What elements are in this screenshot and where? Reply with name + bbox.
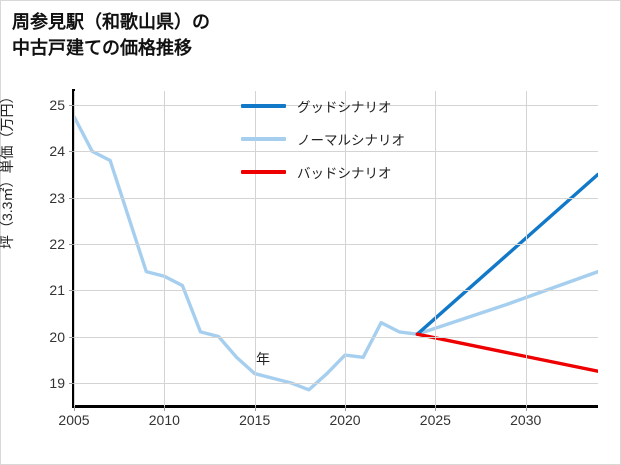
legend-item[interactable]: ノーマルシナリオ [241,129,405,149]
gridline-horizontal [74,243,598,245]
gridline-vertical [74,91,75,406]
y-tick-mark [69,243,74,245]
x-tick-label: 2010 [148,412,180,428]
legend-label: グッドシナリオ [297,100,392,115]
y-tick-label: 24 [49,143,65,160]
gridline-horizontal [74,197,598,199]
gridline-horizontal [74,290,598,292]
gridline-vertical [525,91,527,406]
legend-color-swatch [241,137,286,141]
y-tick-mark [69,151,74,153]
legend-item[interactable]: バッドシナリオ [241,162,405,182]
y-axis-spine [72,89,75,408]
y-tick-mark [69,104,74,106]
y-tick-label: 25 [49,96,65,113]
y-tick-label: 20 [49,328,65,345]
x-tick-mark [435,406,437,411]
gridline-horizontal [74,104,598,106]
y-axis-label: 坪（3.3㎡）単価（万円） [0,89,15,249]
x-tick-label: 2030 [510,412,542,428]
series-line [415,332,598,373]
gridline-vertical [435,91,437,406]
y-tick-label: 22 [49,235,65,252]
x-tick-mark [164,406,166,411]
chart-legend: グッドシナリオ ノーマルシナリオ バッドシナリオ [241,96,405,182]
series-line [415,172,598,336]
x-tick-label: 2025 [419,412,451,428]
y-tick-mark [69,197,74,199]
gridline-vertical [254,91,256,406]
y-tick-label: 21 [49,282,65,299]
y-tick-mark [69,336,74,338]
x-axis-label: 年 [256,351,270,367]
x-tick-mark [525,406,527,411]
legend-color-swatch [241,170,286,174]
gridline-horizontal [74,382,598,384]
plot-area: 19 20 21 22 23 24 25 2005 2010 2015 2020 2025 2030 [49,91,598,428]
legend-color-swatch [241,104,286,108]
x-tick-label: 2020 [329,412,361,428]
legend-label: ノーマルシナリオ [297,133,405,148]
x-tick-mark [74,406,75,411]
x-tick-label: 2015 [239,412,271,428]
x-tick-mark [345,406,347,411]
x-tick-mark [254,406,256,411]
y-tick-mark [69,290,74,292]
chart-title: 周参見駅（和歌山県）の 中古戸建ての価格推移 [12,12,210,59]
y-tick-label: 19 [49,374,65,391]
y-tick-label: 23 [49,189,65,206]
gridline-vertical [164,91,166,406]
gridline-horizontal [74,151,598,153]
x-tick-label: 2005 [58,412,90,428]
legend-label: バッドシナリオ [297,166,392,181]
x-axis-spine [72,405,598,408]
gridline-horizontal [74,336,598,338]
legend-item[interactable]: グッドシナリオ [241,96,405,116]
y-tick-mark [69,382,74,384]
gridline-vertical [345,91,347,406]
